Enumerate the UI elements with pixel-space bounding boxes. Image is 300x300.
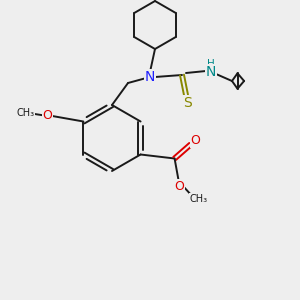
Text: N: N: [206, 65, 216, 79]
Text: CH₃: CH₃: [190, 194, 208, 203]
Text: S: S: [184, 96, 192, 110]
Text: O: O: [190, 134, 200, 147]
Text: H: H: [207, 59, 215, 69]
Text: O: O: [175, 180, 184, 193]
Text: N: N: [145, 70, 155, 84]
Text: O: O: [43, 109, 52, 122]
Text: CH₃: CH₃: [16, 109, 34, 118]
